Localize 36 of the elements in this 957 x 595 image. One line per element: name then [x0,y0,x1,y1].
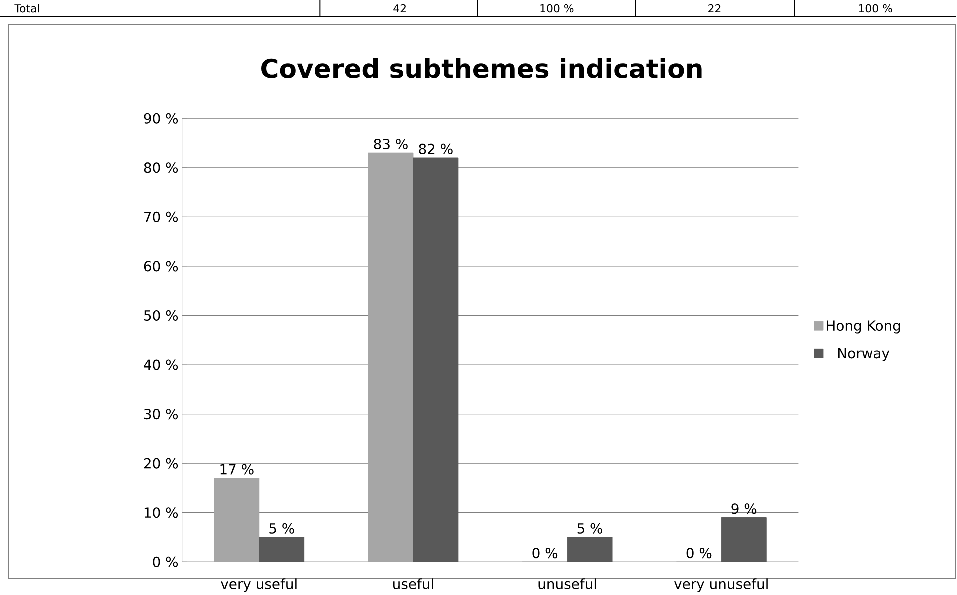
text: 22 [708,4,721,12]
text: 100 % [540,4,574,12]
legend-label: Norway [838,348,890,362]
text: 42 [394,4,406,12]
bar [413,158,459,562]
y-tick-label: 90 % [144,113,178,124]
legend-label: Hong Kong [827,320,900,334]
data-label: 9 % [732,503,757,514]
data-label: 17 % [220,464,254,475]
data-label: 0 % [686,548,712,558]
chart-title: Covered subthemes indication [262,58,702,78]
y-tick-label: 40 % [144,360,178,370]
data-label: 5 % [270,523,294,534]
x-tick-label: very useful [221,578,297,592]
y-tick-label: 50 % [144,310,178,321]
x-tick-label: very unuseful [674,578,768,592]
x-tick-label: useful [394,578,434,590]
y-tick-label: 20 % [144,458,178,469]
y-tick-label: 70 % [144,212,178,222]
data-label: 0 % [532,548,558,558]
y-tick-label: 60 % [144,260,178,272]
data-label: 5 % [578,523,603,534]
y-tick-label: 10 % [144,507,178,518]
bar [259,537,305,562]
data-label: 83 % [374,138,408,150]
y-tick-label: 0 % [153,556,178,568]
bar [214,478,260,562]
bar [721,517,767,562]
data-label: 82 % [419,144,453,154]
y-tick-label: 30 % [144,408,178,420]
text: Total [14,4,40,13]
bar [567,537,613,562]
bar [368,152,414,562]
y-tick-label: 80 % [144,162,178,173]
x-tick-label: unuseful [538,578,596,590]
text: 100 % [859,4,892,12]
